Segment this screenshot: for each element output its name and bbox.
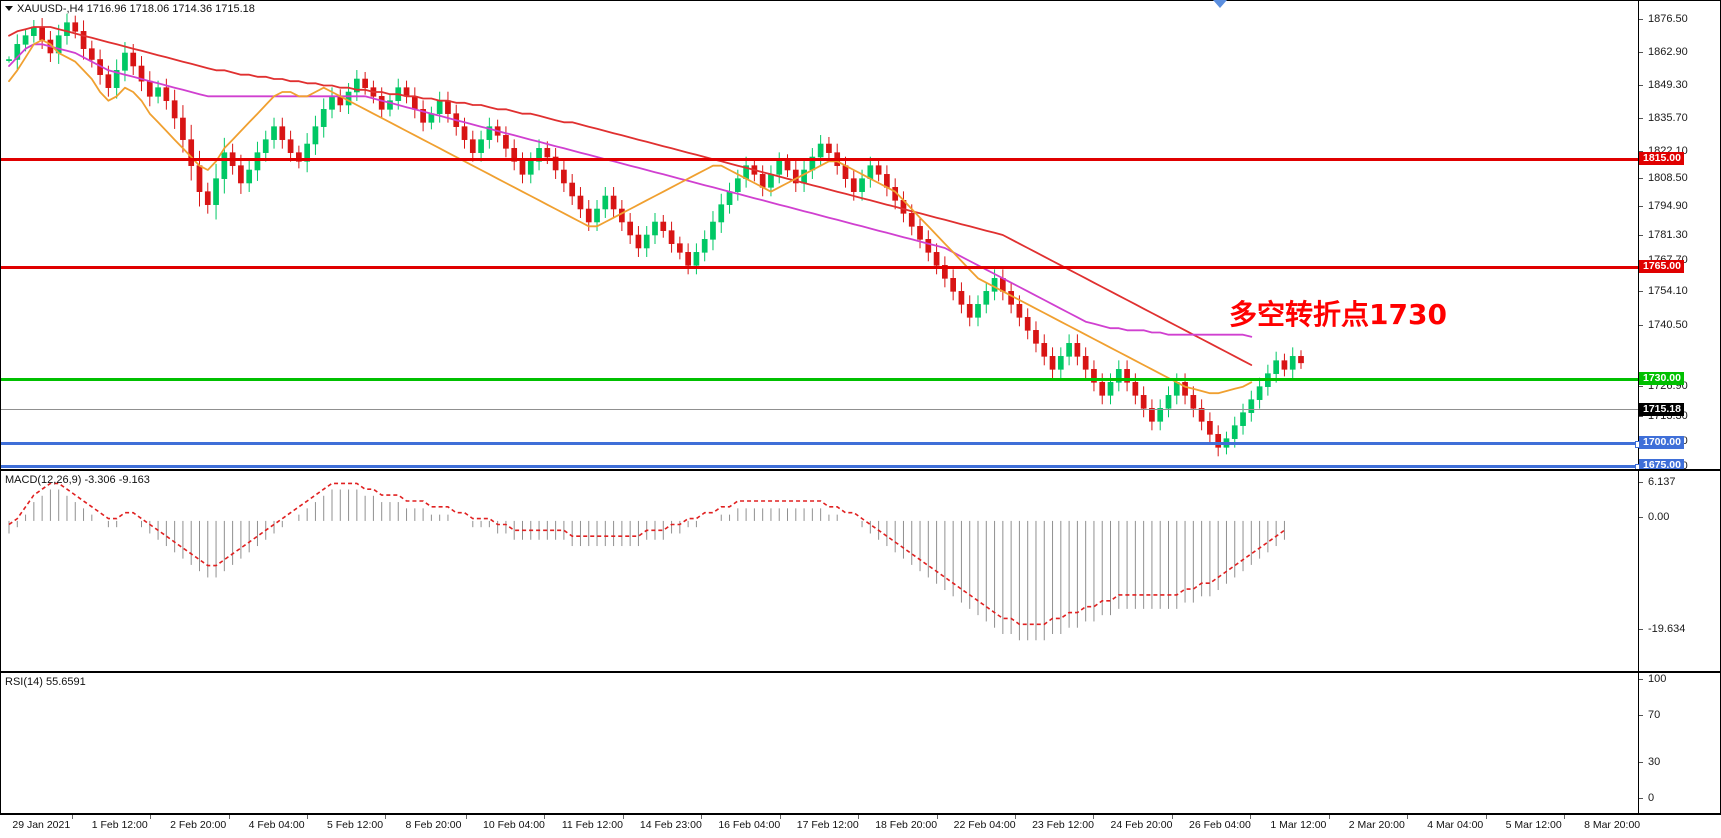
rsi-scale-axis[interactable]: 100 70 30 0 (1638, 673, 1720, 813)
price-tick-label: 1713.30 (1639, 411, 1720, 422)
chart-top-marker-icon (1213, 0, 1227, 8)
time-tick-label: 2 Feb 20:00 (170, 819, 227, 831)
rsi-series (1, 673, 1638, 813)
rsi-tick-label: 30 (1639, 757, 1720, 768)
rsi-header-label: RSI(14) 55.6591 (5, 676, 86, 688)
time-tick-label: 22 Feb 04:00 (953, 819, 1016, 831)
time-tick-mark (1171, 815, 1173, 819)
price-tick-label: 1794.90 (1639, 201, 1720, 212)
time-tick-mark (385, 815, 387, 819)
time-tick-label: 23 Feb 12:00 (1032, 819, 1094, 831)
level-line-support-1700[interactable] (1, 441, 1642, 448)
macd-scale-axis[interactable]: 6.137 0.00 -19.634 (1638, 471, 1720, 671)
time-tick-mark (465, 815, 467, 819)
price-tag-current-1715[interactable]: 1715.18 (1639, 403, 1684, 416)
time-tick-mark (779, 815, 781, 819)
time-tick-mark (1328, 815, 1330, 819)
price-tag-resistance-1815[interactable]: 1815.00 (1639, 152, 1684, 165)
price-tag-support-1700[interactable]: 1700.00 (1639, 436, 1684, 449)
time-tick-mark (936, 815, 938, 819)
time-tick-mark (150, 815, 152, 819)
price-tick-label: 1754.10 (1639, 286, 1720, 297)
time-tick-mark (622, 815, 624, 819)
time-tick-label: 4 Feb 04:00 (248, 819, 305, 831)
time-tick-label: 26 Feb 04:00 (1188, 819, 1251, 831)
price-tag-support-1730[interactable]: 1730.00 (1639, 372, 1684, 385)
time-tick-label: 8 Mar 20:00 (1584, 819, 1641, 831)
time-axis[interactable]: 29 Jan 2021 1 Feb 12:00 2 Feb 20:00 4 Feb 0… (0, 814, 1721, 838)
rsi-plot-area[interactable] (1, 673, 1638, 813)
time-tick-mark (1015, 815, 1017, 819)
macd-header-label: MACD(12,26,9) -3.306 -9.163 (5, 474, 150, 486)
chevron-down-icon[interactable] (5, 6, 13, 11)
rsi-tick-label: 70 (1639, 710, 1720, 721)
time-tick-mark (307, 815, 309, 819)
chart-symbol-header: XAUUSD-,H4 1716.96 1718.06 1714.36 1715.… (5, 3, 255, 15)
price-tick-label: 1835.70 (1639, 113, 1720, 124)
candlestick-series (6, 13, 1304, 457)
macd-tick-label: -19.634 (1639, 624, 1720, 635)
price-tick-label: 1740.50 (1639, 320, 1720, 331)
time-tick-mark (1093, 815, 1095, 819)
price-tag-resistance-1765[interactable]: 1765.00 (1639, 260, 1684, 273)
level-line-support-1675[interactable] (1, 464, 1642, 469)
macd-series (8, 482, 1285, 641)
time-tick-mark (544, 815, 546, 819)
level-line-resistance-1815[interactable] (1, 158, 1638, 161)
price-chart-panel[interactable]: XAUUSD-,H4 1716.96 1718.06 1714.36 1715.… (0, 0, 1721, 470)
rsi-tick-label: 0 (1639, 793, 1720, 804)
rsi-tick-label: 100 (1639, 674, 1720, 685)
time-tick-label: 11 Feb 12:00 (561, 819, 623, 831)
macd-tick-label: 0.00 (1639, 512, 1720, 523)
time-tick-label: 8 Feb 20:00 (405, 819, 462, 831)
time-tick-mark (701, 815, 703, 819)
time-tick-mark (1564, 815, 1566, 819)
price-tick-label: 1726.90 (1639, 381, 1720, 392)
price-tick-label: 1822.10 (1639, 146, 1720, 157)
time-tick-label: 18 Feb 20:00 (875, 819, 938, 831)
time-tick-mark (1485, 815, 1487, 819)
time-tick-label: 5 Mar 12:00 (1505, 819, 1562, 831)
price-tick-label: 1808.50 (1639, 173, 1720, 184)
macd-panel[interactable]: MACD(12,26,9) -3.306 -9.163 6.137 0.00 -19… (0, 470, 1721, 672)
time-tick-label: 5 Feb 12:00 (327, 819, 384, 831)
annotation-text: 多空转折点1730 (1229, 298, 1447, 331)
time-tick-label: 24 Feb 20:00 (1110, 819, 1173, 831)
time-tick-label: 29 Jan 2021 (12, 819, 71, 831)
time-tick-label: 1 Mar 12:00 (1270, 819, 1327, 831)
time-tick-label: 10 Feb 04:00 (483, 819, 545, 831)
level-line-support-1730[interactable] (1, 378, 1638, 381)
price-tick-label: 1862.90 (1639, 47, 1720, 58)
price-tag-support-1675[interactable]: 1675.00 (1639, 459, 1684, 469)
time-tick-mark (71, 815, 73, 819)
macd-tick-label: 6.137 (1639, 477, 1720, 488)
time-tick-label: 4 Mar 04:00 (1427, 819, 1484, 831)
level-line-current-1715[interactable] (1, 409, 1638, 410)
price-plot-area[interactable] (1, 1, 1638, 469)
price-tick-label: 1781.30 (1639, 230, 1720, 241)
price-axis[interactable]: 1876.50 1862.90 1849.30 1835.70 1822.10 1808.… (1638, 1, 1720, 469)
time-tick-label: 14 Feb 23:00 (639, 819, 702, 831)
time-tick-label: 2 Mar 20:00 (1348, 819, 1405, 831)
time-tick-mark (1250, 815, 1252, 819)
time-tick-mark (858, 815, 860, 819)
chart-symbol-ohlc-text: XAUUSD-,H4 1716.96 1718.06 1714.36 1715.… (17, 3, 255, 15)
rsi-panel[interactable]: RSI(14) 55.6591 100 70 30 0 (0, 672, 1721, 814)
level-line-resistance-1765[interactable] (1, 266, 1638, 269)
price-tick-label: 1876.50 (1639, 14, 1720, 25)
time-tick-label: 17 Feb 12:00 (796, 819, 859, 831)
time-tick-label: 16 Feb 04:00 (718, 819, 781, 831)
macd-plot-area[interactable] (1, 471, 1638, 671)
price-tick-label: 1849.30 (1639, 80, 1720, 91)
time-tick-label: 1 Feb 12:00 (91, 819, 148, 831)
time-tick-mark (228, 815, 230, 819)
time-tick-mark (1407, 815, 1409, 819)
